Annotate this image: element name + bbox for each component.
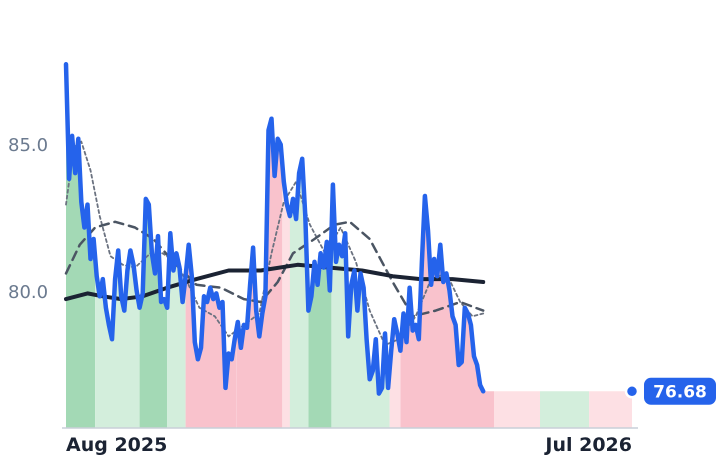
last-value-marker	[624, 384, 640, 399]
regime-band-up-light	[95, 64, 140, 428]
ma-mid-line	[64, 220, 485, 318]
regime-band-down-light	[589, 64, 632, 428]
price-line	[63, 62, 486, 396]
series-lines	[63, 62, 486, 396]
last-value-label: 76.68	[653, 382, 707, 402]
regime-band-up-light	[540, 64, 590, 428]
x-tick-label: Aug 2025	[66, 434, 167, 456]
regime-band-down-light	[494, 64, 540, 428]
regime-band-down-light	[282, 64, 290, 428]
last-value-badge	[644, 377, 716, 405]
regime-band-up-strong	[308, 64, 332, 428]
y-tick-label: 85.0	[8, 135, 48, 156]
x-tick-label: Jul 2026	[543, 434, 632, 456]
y-tick-label: 80.0	[8, 282, 48, 303]
